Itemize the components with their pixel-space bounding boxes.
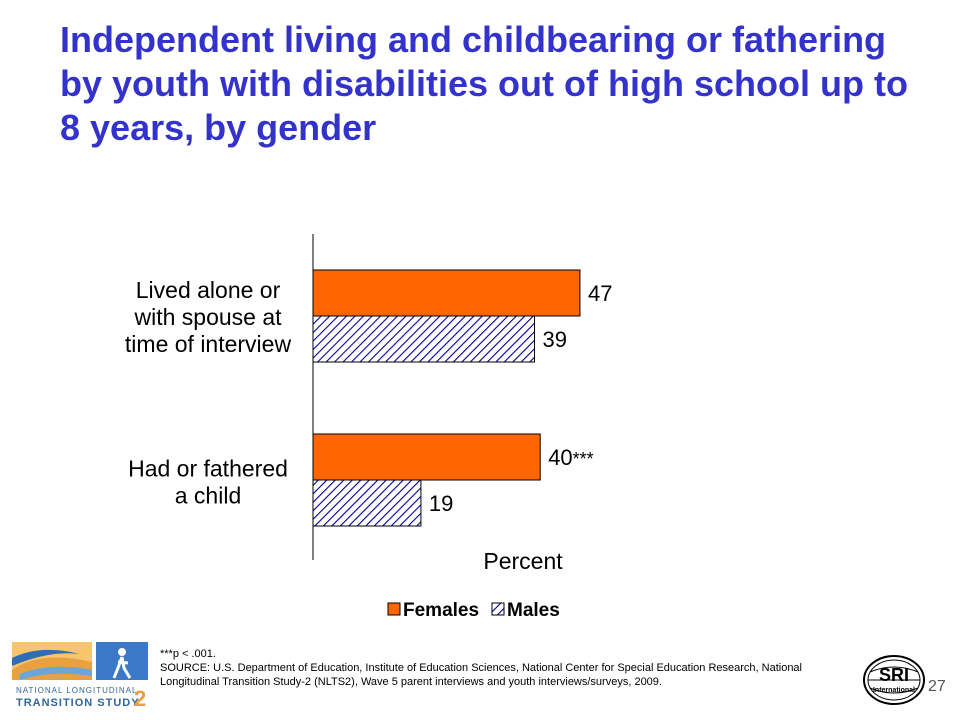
significance-marker: *** (573, 449, 594, 469)
data-label: 39 (543, 327, 567, 352)
bar-males-1 (312, 479, 422, 527)
data-label: 19 (429, 491, 453, 516)
legend-label-females: Females (403, 600, 479, 621)
sri-logo: SRI International (862, 652, 928, 717)
svg-text:2: 2 (134, 686, 146, 711)
nlts2-logo: NATIONAL LONGITUDINAL TRANSITION STUDY 2 (10, 640, 158, 717)
footnote-source: SOURCE: U.S. Department of Education, In… (160, 662, 802, 688)
x-axis-title: Percent (483, 548, 563, 574)
legend: Females Males (387, 600, 560, 621)
bar-females-0 (312, 269, 581, 317)
svg-text:SRI: SRI (879, 665, 909, 685)
legend-swatch-females (387, 602, 401, 616)
data-label: 40*** (548, 445, 594, 470)
category-label: time of interview (125, 331, 292, 357)
svg-text:NATIONAL LONGITUDINAL: NATIONAL LONGITUDINAL (16, 686, 137, 695)
category-label: Had or fathered (128, 456, 288, 482)
page-number: 27 (928, 678, 946, 695)
svg-text:TRANSITION STUDY: TRANSITION STUDY (16, 697, 140, 709)
bar-females-1 (312, 433, 541, 481)
legend-swatch-males (491, 602, 505, 616)
svg-text:International: International (873, 687, 915, 694)
footnote-significance: ***p < .001. (160, 648, 216, 660)
legend-label-males: Males (507, 600, 560, 621)
category-label: with spouse at (133, 304, 282, 330)
category-label: a child (175, 483, 241, 509)
page-title: Independent living and childbearing or f… (60, 19, 908, 148)
footnote: ***p < .001. SOURCE: U.S. Department of … (160, 647, 860, 689)
data-label: 47 (588, 281, 612, 306)
category-label: Lived alone or (136, 277, 281, 303)
bar-males-0 (312, 315, 536, 363)
